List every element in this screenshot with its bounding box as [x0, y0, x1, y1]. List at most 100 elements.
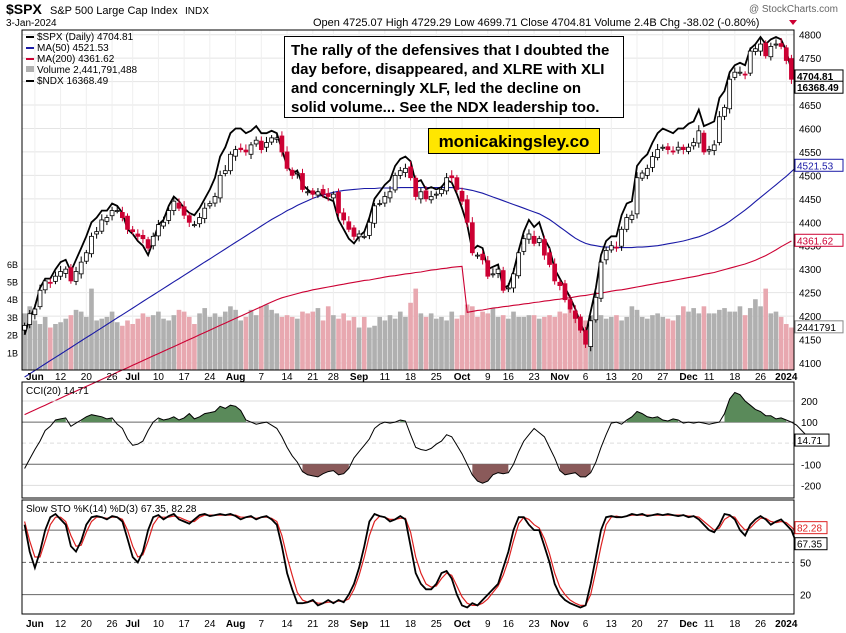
candle	[99, 214, 105, 234]
candle	[567, 294, 573, 313]
volume-bar	[372, 325, 377, 370]
candle-body	[423, 190, 429, 200]
sto-date-tick-label: 18	[405, 619, 417, 630]
price-tick-label: 4300	[799, 265, 822, 276]
volume-bar	[68, 315, 74, 370]
date-tick-label: Jul	[125, 372, 140, 383]
candle	[171, 197, 177, 216]
volume-bar	[114, 322, 120, 370]
candle-body	[186, 215, 192, 223]
candle	[413, 175, 419, 201]
candle	[572, 305, 578, 324]
candle	[300, 168, 305, 193]
ohlc-summary: Open 4725.07 High 4729.29 Low 4699.71 Cl…	[313, 17, 759, 29]
volume-bar	[253, 315, 259, 370]
volume-bar	[526, 315, 532, 370]
candle-body	[94, 231, 99, 235]
candle-body	[634, 177, 640, 215]
volume-bar	[639, 316, 645, 370]
candle	[58, 265, 63, 280]
date-tick-label: 26	[107, 372, 119, 383]
volume-bar	[464, 304, 470, 370]
volume-bar	[557, 311, 563, 370]
candle-body	[542, 239, 547, 256]
price-tick-label: 4150	[799, 336, 822, 347]
candle-body	[104, 217, 110, 222]
candle	[233, 145, 238, 161]
candle-body	[166, 210, 172, 221]
candle	[186, 212, 192, 227]
candle	[315, 188, 321, 198]
candle	[547, 248, 552, 268]
last-ndx-tag-box	[794, 80, 844, 94]
candle-body	[243, 149, 249, 153]
date-tick-label: 20	[631, 372, 643, 383]
candle-body	[305, 191, 310, 194]
candle	[120, 206, 125, 222]
candle-body	[783, 47, 789, 61]
candle-body	[578, 316, 583, 331]
candle-body	[717, 116, 722, 143]
sto-date-tick-label: 11	[380, 619, 391, 630]
price-tick-label: 4450	[799, 195, 822, 206]
candle-body	[727, 78, 733, 110]
volume-bar	[727, 311, 732, 370]
volume-bar	[120, 325, 125, 370]
date-tick-label: 10	[153, 372, 165, 383]
candle	[83, 249, 89, 265]
legend-volume: Volume 2,441,791,488	[37, 65, 138, 76]
candle-body	[274, 137, 280, 140]
candle	[94, 226, 99, 239]
sto-k-tag: 67.35	[794, 537, 828, 551]
candle	[325, 188, 331, 202]
candle-body	[701, 132, 707, 153]
volume-bar	[387, 315, 393, 370]
sto-date-tick-label: 24	[204, 619, 216, 630]
sto-lines	[23, 512, 813, 609]
volume-bar	[135, 318, 141, 370]
cci-overbought-fill	[724, 392, 787, 423]
candle-body	[22, 325, 27, 331]
volume-bar	[32, 320, 38, 370]
volume-bar	[403, 316, 408, 370]
volume-bar	[681, 306, 686, 370]
volume-bar	[238, 320, 244, 370]
volume-tick-label: 4B	[7, 295, 18, 305]
volume-bar	[27, 306, 33, 370]
candle-body	[614, 246, 619, 249]
candle-body	[480, 253, 485, 261]
volume-bar	[140, 313, 146, 370]
cci-tick-label: -200	[801, 481, 821, 492]
candle	[192, 220, 197, 228]
candle	[691, 137, 696, 150]
candle	[181, 201, 187, 219]
volume-bar	[686, 311, 691, 370]
candle-body	[258, 140, 264, 150]
volume-bar	[439, 316, 444, 370]
candle-body	[778, 43, 784, 47]
candle-body	[557, 281, 563, 286]
last-close-tag-text: 4704.81	[797, 72, 834, 83]
volume-bar	[181, 311, 187, 370]
candle	[680, 144, 686, 155]
candle	[217, 170, 223, 203]
price-panel-frame	[21, 29, 795, 371]
volume-bar	[264, 304, 269, 370]
date-tick-label: 11	[704, 372, 715, 383]
candle	[655, 143, 660, 161]
chart-date: 3-Jan-2024	[6, 18, 57, 29]
price-tick-label: 4400	[799, 218, 822, 229]
cci-grid	[22, 400, 794, 486]
date-tick-label: Nov	[550, 372, 569, 383]
last-volume-tag-box	[794, 320, 844, 334]
candle	[737, 66, 743, 76]
volume-bar	[73, 309, 79, 370]
volume-bar	[171, 315, 177, 370]
last-ma50-tag-box	[794, 158, 844, 172]
candle	[675, 141, 681, 154]
candle-body	[284, 151, 290, 169]
volume-bar	[228, 306, 233, 370]
candle	[78, 256, 84, 279]
volume-bar	[377, 316, 383, 370]
